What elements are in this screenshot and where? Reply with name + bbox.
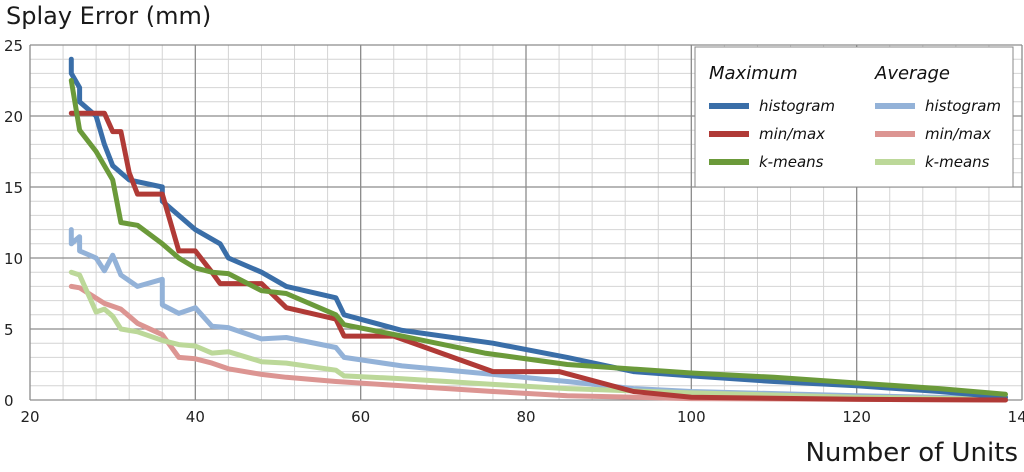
y-tick-label: 5 [4, 321, 14, 339]
x-tick-label: 140 [1008, 408, 1024, 426]
x-axis-label: Number of Units [805, 438, 1018, 468]
legend-entry-label: k-means [925, 153, 990, 171]
legend-entry-label: histogram [925, 97, 1001, 115]
series-line-average-k-means [68, 269, 1008, 402]
series-line-average-histogram [68, 227, 1008, 402]
legend-group-title: Average [874, 63, 950, 84]
y-tick-label: 25 [4, 37, 23, 55]
y-tick-label: 10 [4, 250, 23, 268]
x-tick-label: 80 [516, 408, 535, 426]
x-tick-label: 60 [351, 408, 370, 426]
legend-entry-label: histogram [759, 97, 835, 115]
series-line-maximum-histogram [68, 56, 1008, 400]
y-tick-label: 20 [4, 108, 23, 126]
tick-labels: 20 40 60 80 100 120 140 0 5 10 15 20 25 [4, 37, 1024, 426]
legend: Maximum histogram min/max k-means Average his… [694, 46, 1014, 188]
x-tick-label: 120 [842, 408, 871, 426]
legend-entry-label: k-means [759, 153, 824, 171]
legend-entry-label: min/max [925, 125, 991, 143]
y-axis-label: Splay Error (mm) [6, 2, 212, 30]
y-tick-label: 15 [4, 179, 23, 197]
series-line-maximum-min-max [68, 110, 1008, 403]
series-line-average-min-max [68, 283, 1008, 403]
series-lines [68, 56, 1008, 403]
series-line-maximum-k-means [68, 78, 1008, 397]
legend-entry-label: min/max [759, 125, 825, 143]
legend-group-title: Maximum [709, 63, 798, 84]
x-tick-label: 40 [186, 408, 205, 426]
y-tick-label: 0 [4, 392, 14, 410]
x-tick-label: 100 [677, 408, 706, 426]
x-tick-label: 20 [20, 408, 39, 426]
